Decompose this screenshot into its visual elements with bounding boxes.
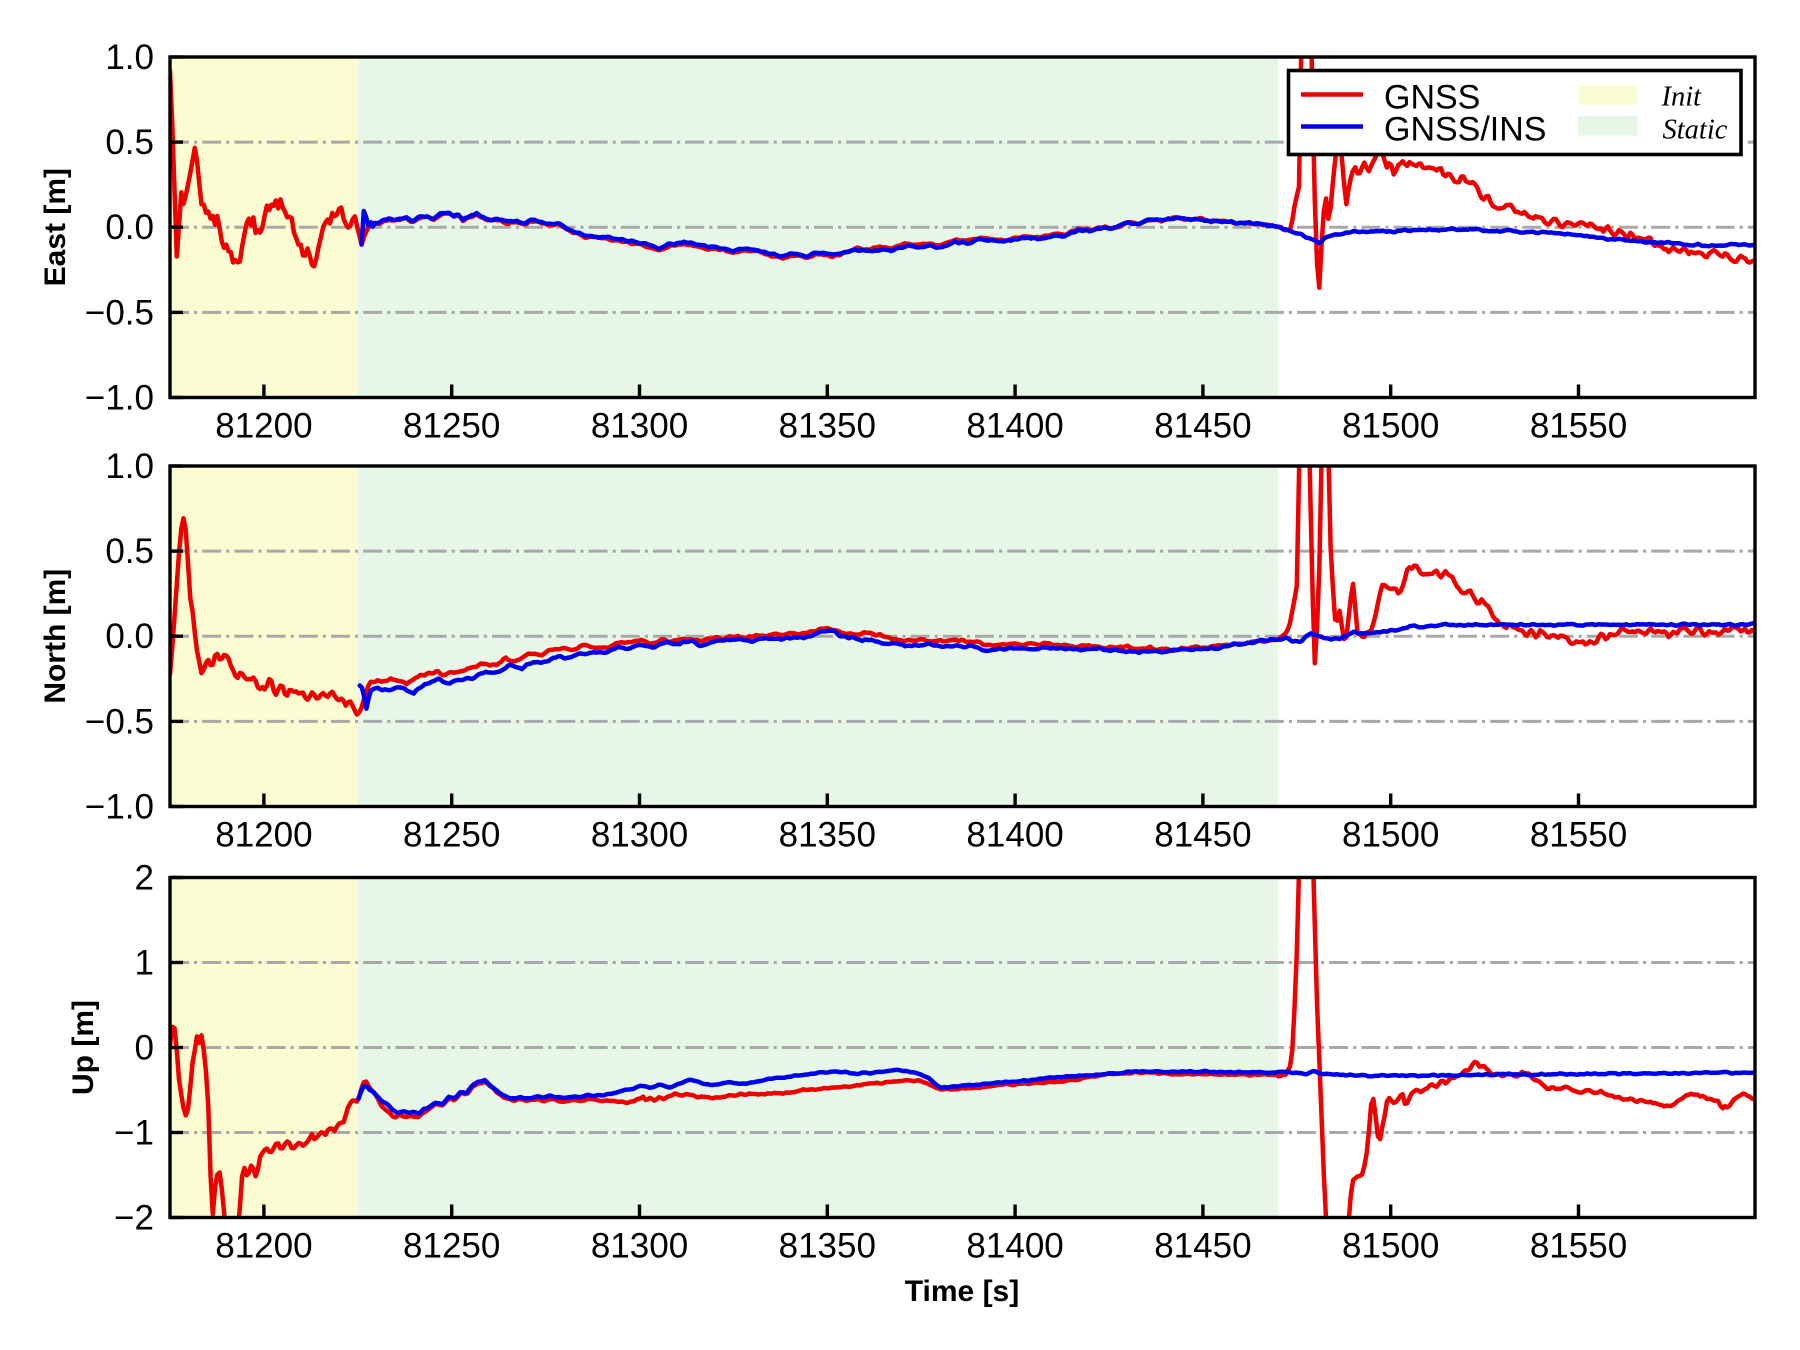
svg-text:81350: 81350: [779, 407, 876, 446]
svg-text:81550: 81550: [1530, 1227, 1627, 1266]
svg-text:0: 0: [135, 1029, 154, 1068]
svg-text:81350: 81350: [779, 816, 876, 855]
svg-text:81450: 81450: [1154, 407, 1251, 446]
svg-text:81250: 81250: [403, 1227, 500, 1266]
svg-text:−1: −1: [114, 1114, 154, 1153]
svg-text:81200: 81200: [215, 816, 312, 855]
svg-text:81200: 81200: [215, 1227, 312, 1266]
svg-text:81300: 81300: [591, 1227, 688, 1266]
svg-text:Init: Init: [1661, 82, 1703, 113]
svg-text:East [m]: East [m]: [39, 168, 72, 286]
svg-text:1: 1: [135, 944, 154, 983]
svg-text:Static: Static: [1663, 115, 1728, 146]
svg-text:1.0: 1.0: [105, 38, 154, 77]
svg-text:81550: 81550: [1530, 816, 1627, 855]
svg-text:81400: 81400: [966, 1227, 1063, 1266]
svg-text:−0.5: −0.5: [85, 702, 154, 741]
svg-text:GNSS: GNSS: [1384, 79, 1480, 117]
svg-text:81500: 81500: [1342, 1227, 1439, 1266]
svg-text:−0.5: −0.5: [85, 293, 154, 332]
svg-text:−2: −2: [114, 1199, 154, 1238]
svg-text:81350: 81350: [779, 1227, 876, 1266]
svg-text:81300: 81300: [591, 816, 688, 855]
svg-text:0.5: 0.5: [105, 532, 154, 571]
svg-text:81250: 81250: [403, 407, 500, 446]
svg-text:−1.0: −1.0: [85, 379, 154, 418]
svg-text:0.0: 0.0: [105, 617, 154, 656]
svg-text:Time [s]: Time [s]: [905, 1275, 1019, 1308]
svg-text:81500: 81500: [1342, 407, 1439, 446]
svg-text:2: 2: [135, 859, 154, 898]
svg-text:81500: 81500: [1342, 816, 1439, 855]
svg-text:GNSS/INS: GNSS/INS: [1384, 111, 1546, 149]
svg-text:81450: 81450: [1154, 1227, 1251, 1266]
svg-text:North [m]: North [m]: [39, 569, 72, 704]
svg-text:−1.0: −1.0: [85, 788, 154, 827]
svg-text:81550: 81550: [1530, 407, 1627, 446]
svg-text:Up [m]: Up [m]: [67, 1000, 100, 1095]
svg-text:81250: 81250: [403, 816, 500, 855]
svg-text:81300: 81300: [591, 407, 688, 446]
svg-text:0.0: 0.0: [105, 208, 154, 247]
svg-text:81400: 81400: [966, 407, 1063, 446]
svg-text:81200: 81200: [215, 407, 312, 446]
svg-text:81400: 81400: [966, 816, 1063, 855]
svg-text:0.5: 0.5: [105, 123, 154, 162]
svg-text:81450: 81450: [1154, 816, 1251, 855]
svg-text:1.0: 1.0: [105, 447, 154, 486]
